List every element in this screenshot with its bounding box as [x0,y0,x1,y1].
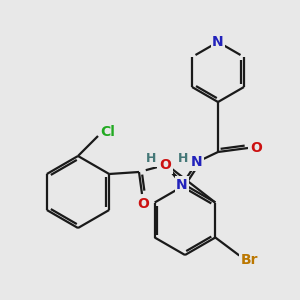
Text: O: O [250,141,262,155]
Text: O: O [137,197,149,211]
Text: N: N [176,178,188,192]
Text: O: O [159,158,171,172]
Text: N: N [191,155,203,169]
Text: H: H [178,152,188,164]
Text: H: H [146,152,156,166]
Text: Br: Br [241,253,258,266]
Text: Cl: Cl [100,125,116,139]
Text: N: N [212,35,224,49]
